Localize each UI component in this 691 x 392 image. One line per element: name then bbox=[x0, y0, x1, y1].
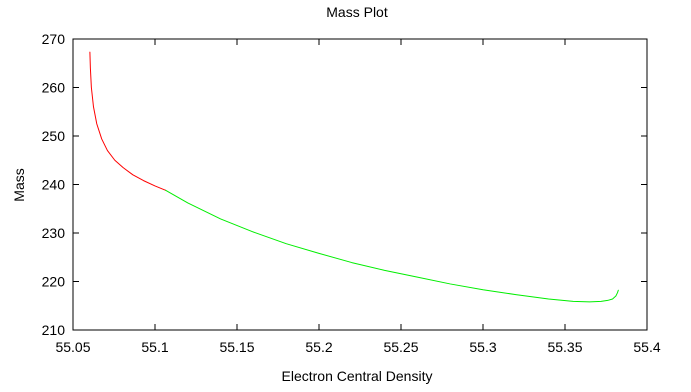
plot-area: 55.05 55.1 55.15 55.2 55.25 55.3 55.35 55.4 210 2… bbox=[42, 31, 661, 355]
plot-frame bbox=[72, 38, 648, 331]
y-tick-label: 260 bbox=[42, 80, 66, 96]
y-tick-label: 230 bbox=[42, 225, 66, 241]
y-tick-label: 240 bbox=[42, 177, 66, 193]
x-tick-label: 55.25 bbox=[383, 339, 418, 355]
x-tick-label: 55.4 bbox=[633, 339, 660, 355]
x-tick-label: 55.05 bbox=[55, 339, 90, 355]
x-axis-label: Electron Central Density bbox=[282, 368, 433, 384]
series-line-1 bbox=[89, 51, 167, 191]
x-tick-label: 55.1 bbox=[141, 339, 168, 355]
chart-title: Mass Plot bbox=[326, 4, 388, 20]
x-tick-label: 55.3 bbox=[469, 339, 496, 355]
y-tick-label: 210 bbox=[42, 322, 66, 338]
y-axis-label: Mass bbox=[11, 168, 27, 201]
y-tick-label: 270 bbox=[42, 31, 66, 47]
x-tick-label: 55.15 bbox=[219, 339, 254, 355]
x-tick-label: 55.2 bbox=[305, 339, 332, 355]
series-line-2 bbox=[165, 189, 619, 303]
x-tick-label: 55.35 bbox=[547, 339, 582, 355]
y-tick-label: 250 bbox=[42, 128, 66, 144]
y-tick-label: 220 bbox=[42, 274, 66, 290]
